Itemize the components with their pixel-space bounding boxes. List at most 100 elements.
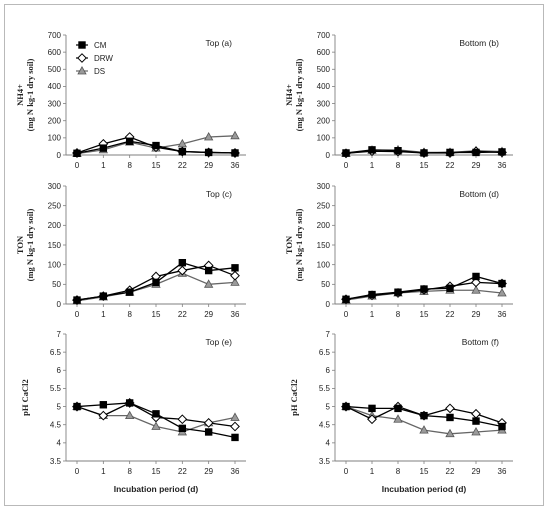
data-point-cm: [152, 410, 160, 418]
y-tick-label: 3.5: [319, 457, 331, 466]
data-point-ds: [230, 412, 240, 421]
y-tick-label: 0: [326, 151, 331, 160]
y-tick-label: 3.5: [50, 457, 62, 466]
data-point-cm: [394, 147, 402, 155]
y-axis-label: NH4+: [284, 84, 294, 106]
legend-label-drw: DRW: [94, 54, 113, 63]
data-point-cm: [394, 288, 402, 296]
y-tick-label: 500: [48, 65, 62, 74]
legend-label-ds: DS: [94, 67, 105, 76]
y-tick-label: 300: [48, 99, 62, 108]
panel-title: Bottom (d): [459, 189, 499, 199]
x-tick-label: 1: [370, 310, 375, 319]
data-point-ds: [497, 287, 507, 297]
y-tick-label: 5: [57, 402, 62, 411]
data-point-ds: [445, 428, 455, 438]
data-point-cm: [498, 279, 506, 288]
x-tick-label: 1: [370, 161, 375, 170]
data-point-ds: [471, 426, 481, 436]
x-axis-label: Incubation period (d): [114, 484, 199, 494]
data-point-cm: [342, 149, 350, 157]
data-point-cm: [73, 149, 81, 157]
x-tick-label: 15: [152, 467, 161, 476]
data-point-ds: [203, 131, 214, 141]
data-point-cm: [99, 144, 108, 152]
y-tick-label: 400: [317, 82, 331, 91]
data-point-cm: [231, 264, 239, 272]
y-tick-label: 50: [321, 280, 330, 289]
x-tick-label: 15: [420, 161, 429, 170]
data-point-cm: [446, 413, 454, 422]
x-tick-label: 0: [344, 310, 349, 319]
data-point-cm: [125, 288, 134, 296]
x-tick-label: 22: [178, 467, 187, 476]
data-point-cm: [446, 284, 454, 292]
data-point-ds: [151, 421, 161, 430]
data-point-cm: [368, 404, 376, 413]
legend-marker-ds: [77, 65, 87, 75]
x-tick-label: 0: [75, 310, 80, 319]
x-tick-label: 29: [204, 467, 213, 476]
y-tick-label: 300: [317, 182, 331, 191]
x-tick-label: 29: [472, 310, 481, 319]
data-point-cm: [394, 404, 402, 413]
series-cm: [342, 402, 506, 431]
data-point-cm: [152, 278, 160, 287]
data-point-drw: [471, 277, 481, 288]
y-axis-label: TON: [15, 235, 25, 254]
legend: CM DRW DS: [76, 41, 113, 76]
x-tick-label: 36: [231, 467, 240, 476]
x-tick-label: 36: [231, 310, 240, 319]
y-tick-label: 6.5: [50, 348, 62, 357]
data-point-ds: [124, 410, 135, 420]
y-axis-label: TON: [284, 235, 294, 254]
y-tick-label: 600: [317, 48, 331, 57]
x-tick-label: 1: [370, 467, 375, 476]
y-tick-label: 6: [326, 366, 331, 375]
data-point-ds: [393, 414, 403, 423]
data-point-cm: [472, 272, 480, 281]
y-axis-label: pH CaCl2: [20, 379, 30, 416]
y-tick-label: 0: [57, 151, 62, 160]
x-tick-label: 36: [498, 310, 507, 319]
data-point-cm: [472, 148, 480, 157]
y-tick-label: 100: [317, 134, 331, 143]
y-tick-label: 200: [317, 117, 331, 126]
y-tick-label: 100: [48, 260, 62, 269]
data-point-ds: [230, 277, 240, 286]
x-tick-label: 15: [420, 310, 429, 319]
data-point-cm: [498, 148, 506, 156]
x-tick-label: 22: [178, 161, 187, 170]
panel-title: Top (e): [206, 337, 233, 347]
chart-panel-2: 0 100 200 300 400 500 600 700 0 1 8 15 22 29 36 Bottom …: [284, 31, 513, 170]
x-tick-label: 29: [204, 161, 213, 170]
x-tick-label: 1: [101, 467, 106, 476]
y-axis-label: NH4+: [15, 84, 25, 106]
data-point-cm: [420, 411, 428, 420]
x-tick-label: 36: [231, 161, 240, 170]
data-point-drw: [367, 414, 377, 425]
y-tick-label: 6: [57, 366, 62, 375]
x-tick-label: 36: [498, 467, 507, 476]
x-tick-label: 1: [101, 310, 106, 319]
data-point-drw: [203, 417, 214, 428]
data-point-cm: [342, 402, 350, 411]
data-point-cm: [420, 149, 428, 157]
data-point-ds: [471, 285, 481, 294]
x-tick-label: 8: [127, 467, 132, 476]
y-tick-label: 600: [48, 48, 62, 57]
y-tick-label: 4.5: [319, 421, 331, 430]
data-point-cm: [472, 417, 480, 425]
y-tick-label: 5: [326, 402, 331, 411]
data-point-cm: [498, 422, 506, 431]
y-tick-label: 250: [48, 201, 62, 210]
data-point-cm: [446, 148, 454, 157]
y-tick-label: 700: [48, 31, 62, 40]
y-tick-label: 0: [326, 300, 331, 309]
y-tick-label: 250: [317, 201, 331, 210]
x-axis-label: Incubation period (d): [382, 484, 467, 494]
chart-panel-1: 0 100 200 300 400 500 600 700 0 1 8 15 22 29 36 Top (a)…: [15, 31, 246, 170]
x-tick-label: 8: [396, 310, 401, 319]
data-point-cm: [204, 428, 213, 436]
x-tick-label: 22: [446, 161, 455, 170]
